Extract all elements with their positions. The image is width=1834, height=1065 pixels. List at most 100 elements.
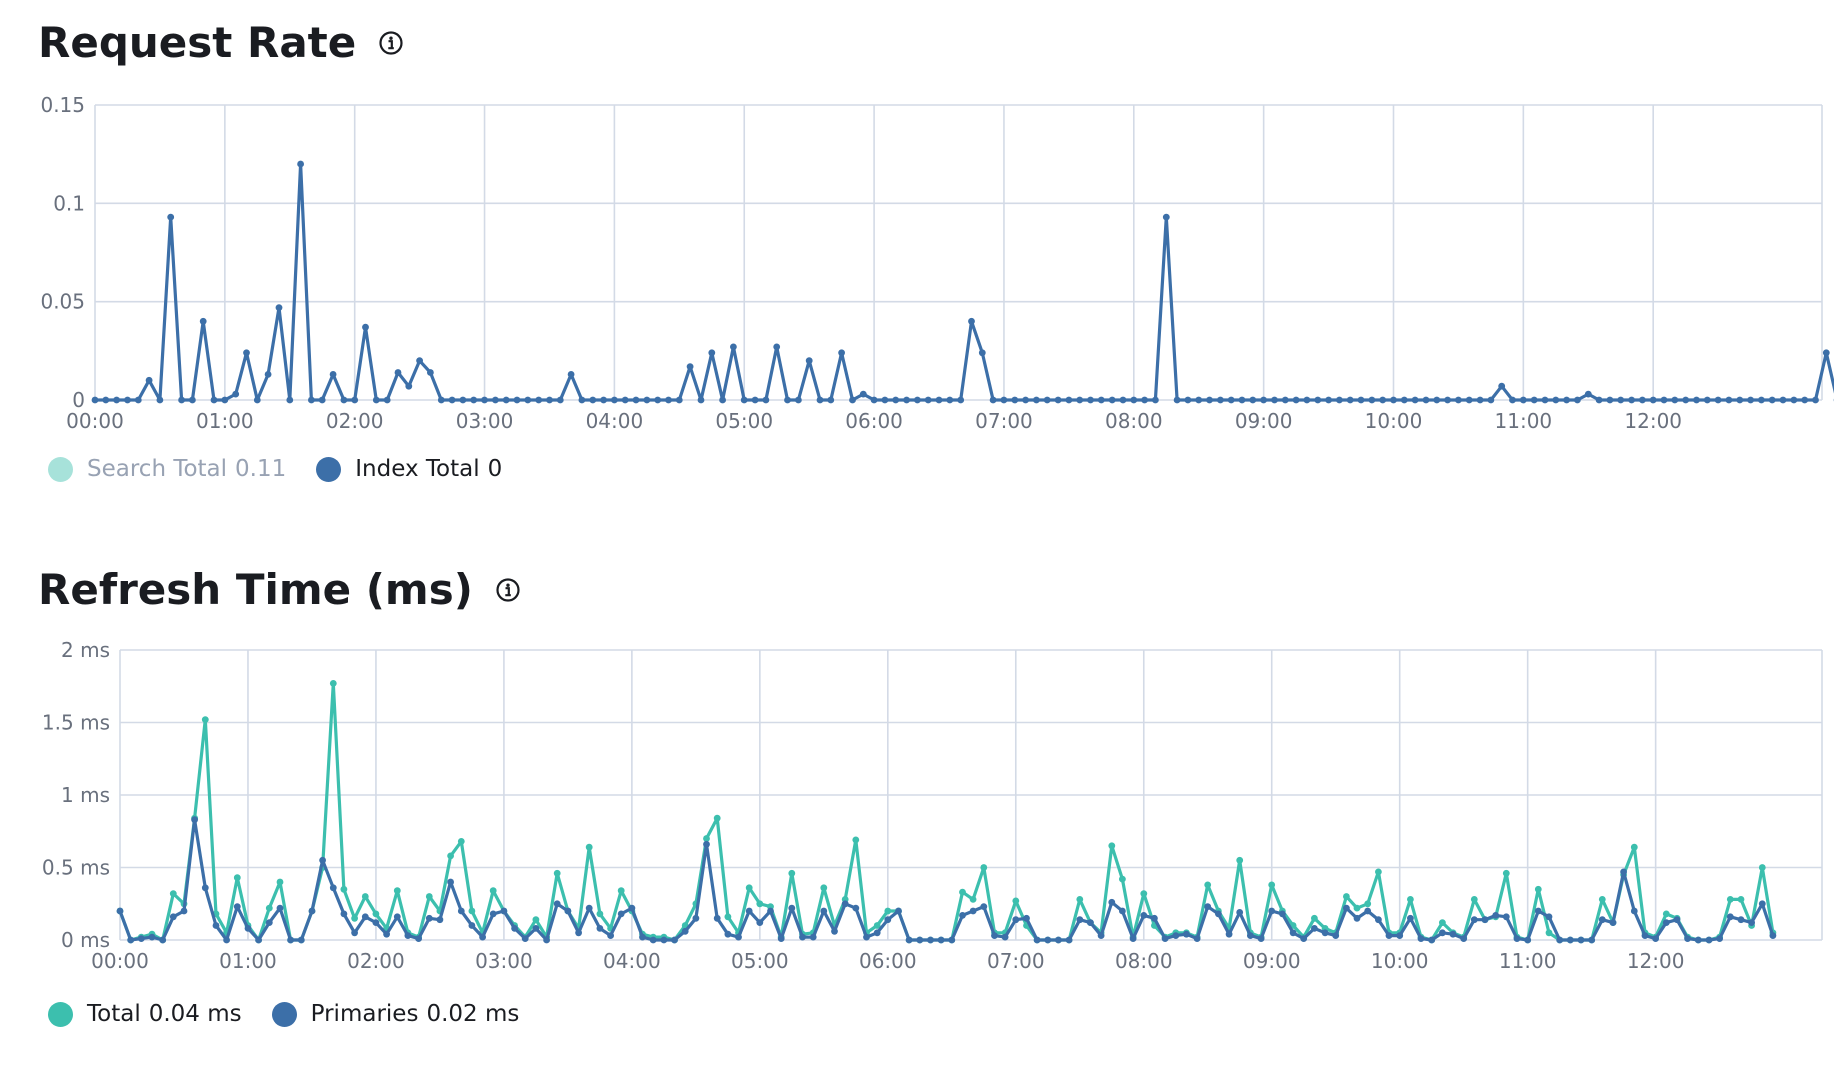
- info-icon[interactable]: [495, 577, 521, 603]
- data-point: [1226, 931, 1233, 938]
- data-point: [1109, 397, 1116, 404]
- data-point: [1249, 397, 1256, 404]
- legend-value: 0.04 ms: [149, 1001, 242, 1027]
- data-point: [1174, 397, 1181, 404]
- data-point: [330, 884, 337, 891]
- data-point: [1379, 397, 1386, 404]
- request-rate-header: Request Rate: [38, 18, 404, 67]
- data-point: [820, 884, 827, 891]
- data-point: [1228, 397, 1235, 404]
- data-point: [957, 397, 964, 404]
- data-point: [243, 349, 250, 356]
- data-point: [1428, 937, 1435, 944]
- x-tick-label: 03:00: [475, 949, 533, 973]
- data-point: [1631, 908, 1638, 915]
- data-point: [795, 397, 802, 404]
- data-point: [1650, 397, 1657, 404]
- data-point: [1311, 915, 1318, 922]
- data-point: [373, 919, 380, 926]
- info-icon[interactable]: [378, 30, 404, 56]
- x-tick-label: 12:00: [1624, 409, 1682, 433]
- data-point: [1610, 919, 1617, 926]
- data-point: [1172, 932, 1179, 939]
- data-point: [1206, 397, 1213, 404]
- data-point: [1503, 870, 1510, 877]
- data-point: [1727, 913, 1734, 920]
- x-tick-label: 06:00: [845, 409, 903, 433]
- data-point: [1325, 397, 1332, 404]
- data-point: [1258, 935, 1265, 942]
- data-point: [458, 908, 465, 915]
- data-point: [597, 925, 604, 932]
- data-point: [831, 928, 838, 935]
- data-point: [117, 908, 124, 915]
- data-point: [767, 908, 774, 915]
- data-point: [319, 397, 326, 404]
- data-point: [1704, 397, 1711, 404]
- data-point: [1663, 919, 1670, 926]
- data-point: [1279, 911, 1286, 918]
- data-point: [852, 837, 859, 844]
- data-point: [661, 937, 668, 944]
- data-point: [522, 935, 529, 942]
- data-point: [533, 916, 540, 923]
- data-point: [535, 397, 542, 404]
- data-point: [481, 397, 488, 404]
- data-point: [1239, 397, 1246, 404]
- data-point: [167, 214, 174, 221]
- data-point: [92, 397, 99, 404]
- data-point: [234, 903, 241, 910]
- data-point: [232, 391, 239, 398]
- data-point: [1812, 397, 1819, 404]
- data-point: [895, 908, 902, 915]
- data-point: [554, 900, 561, 907]
- refresh-time-header: Refresh Time (ms): [38, 565, 521, 614]
- data-point: [266, 919, 273, 926]
- data-point: [827, 397, 834, 404]
- data-point: [979, 349, 986, 356]
- data-point: [254, 397, 261, 404]
- data-point: [1022, 397, 1029, 404]
- refresh-time-title: Refresh Time (ms): [38, 565, 473, 614]
- data-point: [277, 905, 284, 912]
- data-point: [714, 915, 721, 922]
- legend-label: Search Total: [87, 456, 227, 482]
- data-point: [1087, 397, 1094, 404]
- data-point: [1204, 882, 1211, 889]
- series-line: [120, 820, 1773, 940]
- data-point: [1001, 397, 1008, 404]
- data-point: [611, 397, 618, 404]
- data-point: [600, 397, 607, 404]
- data-point: [1163, 214, 1170, 221]
- data-point: [170, 913, 177, 920]
- x-tick-label: 08:00: [1105, 409, 1163, 433]
- data-point: [1531, 397, 1538, 404]
- legend-label: Total: [87, 1001, 141, 1027]
- data-point: [892, 397, 899, 404]
- data-point: [1087, 919, 1094, 926]
- x-tick-label: 07:00: [987, 949, 1045, 973]
- legend-item[interactable]: Total 0.04 ms: [48, 1001, 242, 1027]
- data-point: [266, 905, 273, 912]
- x-tick-label: 05:00: [731, 949, 789, 973]
- legend-label: Primaries: [311, 1001, 419, 1027]
- data-point: [1401, 397, 1408, 404]
- data-point: [138, 935, 145, 942]
- data-point: [447, 853, 454, 860]
- data-point: [682, 928, 689, 935]
- data-point: [579, 397, 586, 404]
- data-point: [276, 304, 283, 311]
- data-point: [1546, 913, 1553, 920]
- data-point: [1293, 397, 1300, 404]
- data-point: [297, 161, 304, 168]
- data-point: [437, 916, 444, 923]
- data-point: [255, 937, 262, 944]
- data-point: [1477, 397, 1484, 404]
- data-point: [146, 377, 153, 384]
- data-point: [703, 835, 710, 842]
- data-point: [1354, 905, 1361, 912]
- data-point: [202, 716, 209, 723]
